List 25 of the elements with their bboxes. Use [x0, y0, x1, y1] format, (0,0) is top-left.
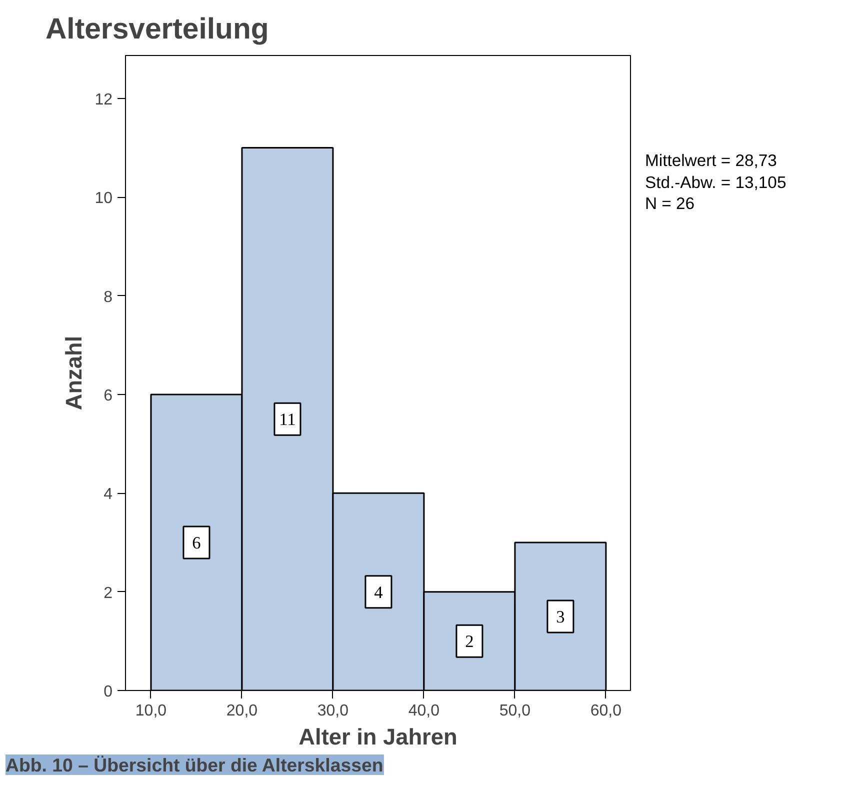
x-tick-label: 50,0	[499, 702, 531, 720]
y-tick-label: 4	[104, 486, 113, 504]
data-label: 6	[192, 533, 202, 552]
x-axis-title: Alter in Jahren	[298, 724, 458, 750]
x-tick-label: 30,0	[317, 702, 349, 720]
y-tick-label: 6	[104, 387, 113, 404]
text: N = 26	[645, 194, 695, 214]
y-tick-label: 8	[104, 288, 113, 306]
y-axis-title: Anzahl	[60, 336, 87, 410]
y-tick-label: 2	[104, 584, 113, 602]
caption: Abb. 10 – Übersicht über die Altersklassen	[6, 754, 384, 776]
data-label: 11	[279, 410, 296, 430]
text: Std.-Abw. = 13,105	[645, 172, 786, 192]
data-label: 4	[374, 582, 384, 602]
y-tick-label: 10	[94, 190, 113, 208]
chart-title: Altersverteilung	[46, 12, 269, 46]
data-label: 3	[556, 607, 565, 626]
x-tick-label: 60,0	[590, 702, 622, 720]
data-label: 2	[465, 632, 474, 652]
y-tick-label: 12	[94, 91, 113, 108]
text: Mittelwert = 28,73	[645, 151, 777, 170]
x-tick-label: 20,0	[226, 702, 258, 720]
x-tick-label: 10,0	[135, 702, 167, 720]
y-tick-label: 0	[104, 684, 113, 700]
x-tick-label: 40,0	[408, 702, 440, 720]
